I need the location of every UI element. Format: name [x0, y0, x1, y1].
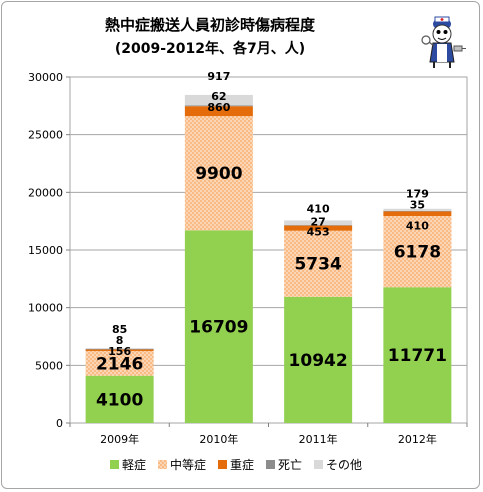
chart-title: 熱中症搬送人員初診時傷病程度 [105, 16, 316, 34]
y-tick-label: 25000 [28, 129, 63, 142]
data-label: 9900 [195, 164, 242, 184]
data-label: 10942 [289, 351, 348, 371]
data-label: 179 [406, 187, 429, 200]
bar-segment [85, 350, 154, 376]
legend-label: 死亡 [278, 458, 302, 472]
legend-swatch [158, 460, 167, 469]
x-tick-label: 2011年 [299, 432, 338, 446]
data-label: 917 [207, 70, 230, 83]
bar-segment [85, 348, 154, 350]
bar-segment [284, 230, 353, 297]
bar-segment [184, 116, 253, 231]
bar-segment [383, 215, 452, 288]
data-label: 5734 [294, 255, 341, 275]
bar-segment [383, 208, 452, 211]
bar-segment [184, 94, 253, 106]
legend-label: 重症 [230, 457, 254, 472]
data-label: 6178 [394, 243, 441, 263]
bar-segment [85, 349, 154, 350]
x-tick-label: 2010年 [199, 432, 238, 446]
data-label: 8 [116, 334, 124, 347]
bar-segment [85, 349, 154, 351]
bar-segment [284, 225, 353, 226]
data-label: 860 [207, 101, 230, 114]
data-label: 62 [211, 90, 226, 103]
data-label: 453 [307, 225, 330, 238]
bar-segment [284, 220, 353, 226]
data-label: 410 [406, 219, 429, 232]
nurse-mascot-icon [421, 16, 466, 68]
y-tick-label: 5000 [35, 359, 63, 372]
bar-segment [184, 106, 253, 117]
data-label: 85 [112, 323, 127, 336]
legend-item: 死亡 [266, 458, 302, 472]
legend: 軽症 中等症 重症 死亡 その他 [110, 457, 362, 472]
bar-segment [383, 287, 452, 423]
data-label: 410 [307, 202, 330, 215]
bar-segment [383, 211, 452, 216]
data-label: 156 [108, 345, 131, 358]
legend-label: 軽症 [122, 457, 146, 472]
bar-segment [85, 375, 154, 423]
y-tick-label: 0 [56, 417, 63, 430]
legend-swatch [218, 460, 227, 469]
y-axis: 0 5000 10000 15000 20000 25000 30000 [28, 71, 70, 430]
data-label: 11771 [388, 346, 447, 366]
legend-swatch [314, 460, 323, 469]
data-label: 16709 [189, 318, 248, 338]
legend-swatch [266, 460, 275, 469]
bar-segment [284, 296, 353, 423]
y-tick-label: 20000 [28, 186, 63, 199]
x-tick-label: 2012年 [398, 432, 437, 446]
bar-segment [184, 230, 253, 423]
legend-item: その他 [314, 458, 362, 472]
chart-subtitle: (2009-2012年、各7月、人) [115, 40, 305, 57]
y-tick-label: 15000 [28, 244, 63, 257]
legend-item: 重症 [218, 457, 254, 472]
x-tick-label: 2009年 [100, 432, 139, 446]
x-axis: 2009年 2010年 2011年 2012年 [69, 423, 468, 446]
legend-item: 中等症 [158, 457, 206, 472]
bar-segment [184, 105, 253, 107]
y-tick-label: 10000 [28, 302, 63, 315]
bar-segment [383, 210, 452, 212]
bar-segment [284, 225, 353, 231]
data-label: 2146 [96, 354, 143, 374]
y-tick-label: 30000 [28, 71, 63, 84]
data-label: 4100 [96, 390, 143, 410]
data-label: 27 [310, 215, 325, 228]
legend-swatch [110, 460, 119, 469]
data-label: 35 [410, 198, 425, 211]
legend-label: 中等症 [170, 457, 206, 472]
legend-item: 軽症 [110, 457, 146, 472]
legend-label: その他 [326, 458, 362, 472]
